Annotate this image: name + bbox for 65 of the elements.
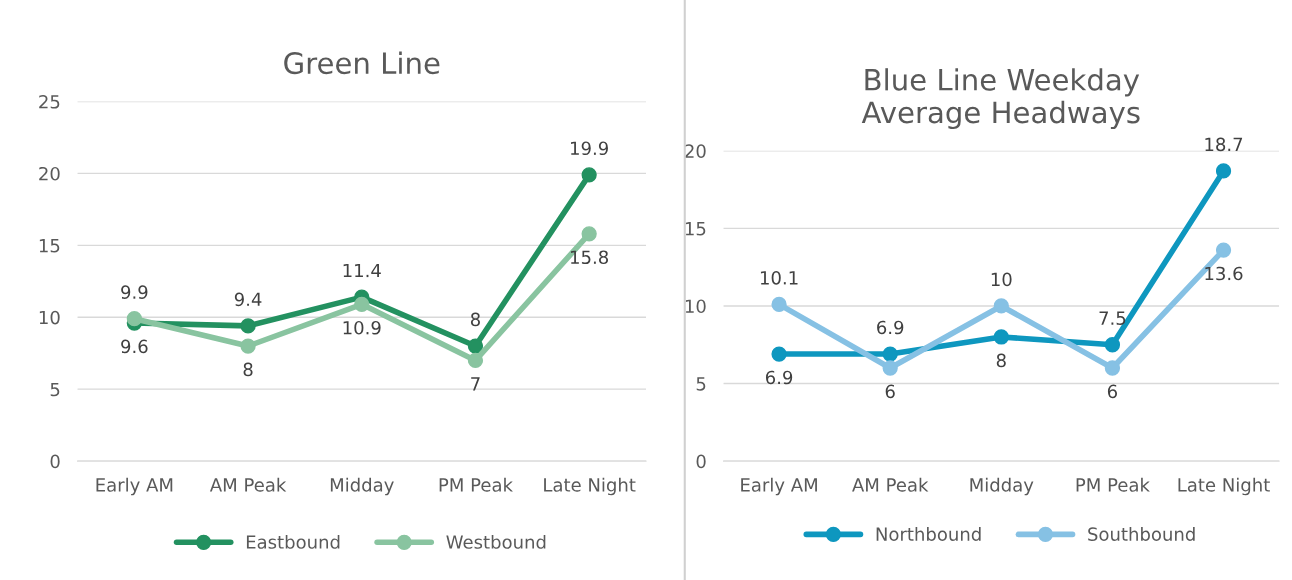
point <box>240 338 256 354</box>
data-label: 7.5 <box>1099 311 1126 325</box>
legend-label: Westbound <box>446 534 546 549</box>
point <box>1104 337 1121 353</box>
data-label: 15.8 <box>571 250 609 265</box>
point <box>1215 163 1232 179</box>
y-tick-label: 20 <box>685 144 706 158</box>
y-tick-label: 25 <box>39 94 60 109</box>
point <box>467 352 484 369</box>
x-tick-label: AM Peak <box>852 477 929 492</box>
data-label: 7 <box>471 377 480 391</box>
x-tick-label: Late Night <box>1178 477 1270 496</box>
data-label: 18.7 <box>1205 137 1243 152</box>
y-tick-label: 0 <box>696 454 706 469</box>
legend-label: Northbound <box>876 527 981 541</box>
x-tick-label: Late Night <box>544 477 636 496</box>
point <box>882 346 898 362</box>
x-tick-label: Early AM <box>96 477 173 496</box>
y-tick-label: 5 <box>696 377 706 391</box>
y-tick-label: 15 <box>685 222 706 236</box>
x-tick-label: AM Peak <box>209 477 287 492</box>
point <box>1215 242 1232 258</box>
data-label: 8 <box>996 353 1006 368</box>
y-tick-label: 10 <box>685 299 706 314</box>
x-tick-label: PM Peak <box>1076 477 1150 492</box>
x-tick-label: Midday <box>970 477 1034 496</box>
x-tick-label: Early AM <box>741 477 817 496</box>
point <box>993 329 1009 345</box>
point <box>771 346 787 362</box>
point <box>993 298 1009 314</box>
point <box>467 338 484 354</box>
data-label: 6 <box>1107 384 1118 399</box>
data-label: 10 <box>991 272 1012 287</box>
point <box>581 167 597 183</box>
data-label: 6.9 <box>765 370 793 385</box>
data-label: 10.9 <box>343 320 381 335</box>
point <box>240 318 256 334</box>
y-tick-label: 20 <box>39 166 60 181</box>
point <box>882 360 898 376</box>
point <box>581 226 597 242</box>
chart-title: Green Line <box>284 51 440 75</box>
y-tick-label: 0 <box>50 454 60 469</box>
data-label: 11.4 <box>343 263 381 278</box>
legend-label: Southbound <box>1088 527 1195 541</box>
data-label: 6 <box>885 384 895 399</box>
data-label: 13.6 <box>1205 266 1243 281</box>
legend-label: Eastbound <box>246 534 340 549</box>
data-label: 10.1 <box>760 270 798 285</box>
y-tick-label: 15 <box>39 239 60 253</box>
point <box>771 296 787 313</box>
point <box>126 311 143 327</box>
data-label: 8 <box>470 312 480 327</box>
data-label: 8 <box>243 362 253 377</box>
data-label: 6.9 <box>877 320 904 335</box>
chart-title: Blue Line Weekday Average Headways <box>861 68 1140 130</box>
x-tick-label: Midday <box>330 477 394 496</box>
y-tick-label: 10 <box>39 310 60 325</box>
data-label: 9.9 <box>121 285 148 299</box>
data-label: 9.6 <box>121 339 148 354</box>
y-tick-label: 5 <box>50 382 60 397</box>
data-label: 19.9 <box>571 141 608 156</box>
data-label: 9.4 <box>234 292 262 307</box>
point <box>1104 360 1121 376</box>
x-tick-label: PM Peak <box>439 477 513 492</box>
point <box>354 296 370 312</box>
